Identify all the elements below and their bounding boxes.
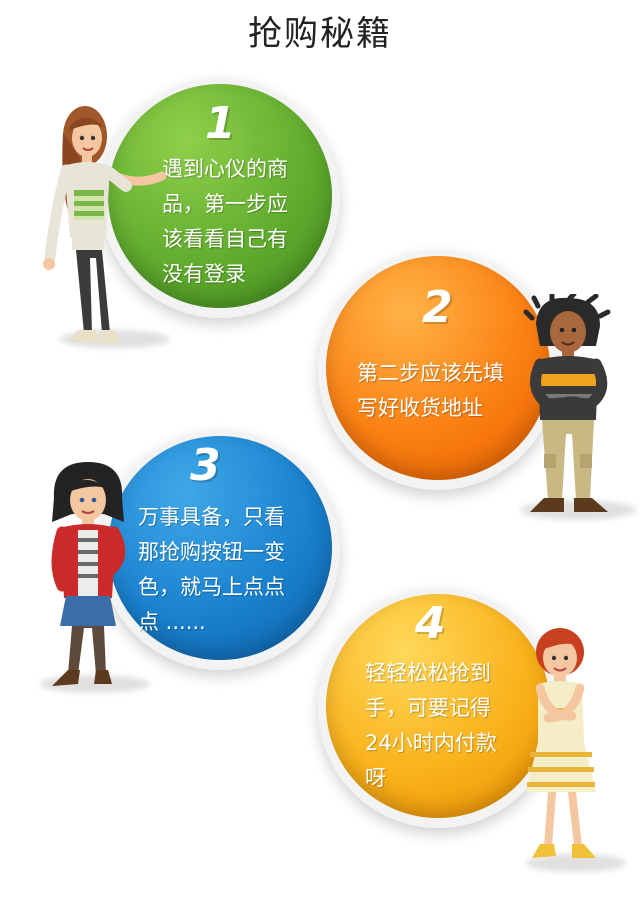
step-2-disc xyxy=(326,256,550,480)
step-2-line: 写好收货地址 xyxy=(357,396,483,420)
step-1-line: 遇到心仪的商 xyxy=(162,157,288,181)
step-3-number: 3 xyxy=(190,440,221,491)
step-4-line: 轻轻松松抢到 xyxy=(365,661,491,685)
step-4-line: 手，可要记得 xyxy=(365,696,491,720)
step-3-disc xyxy=(108,436,332,660)
step-4-line: 呀 xyxy=(365,766,386,790)
step-1-text: 遇到心仪的商 品，第一步应 该看看自己有 没有登录 xyxy=(162,152,288,292)
step-2-text: 第二步应该先填 写好收货地址 xyxy=(357,356,504,426)
step-3-text: 万事具备，只看 那抢购按钮一变 色，就马上点点 点 ...... xyxy=(138,500,285,640)
step-1-line: 该看看自己有 xyxy=(162,227,288,251)
step-4-text: 轻轻松松抢到 手，可要记得 24小时内付款 呀 xyxy=(365,656,497,796)
step-1-disc xyxy=(108,84,332,308)
step-3-line: 点 ...... xyxy=(138,610,206,634)
step-4-disc xyxy=(326,594,550,818)
step-2-line: 第二步应该先填 xyxy=(357,361,504,385)
cartoon-girl-3-illustration xyxy=(526,628,596,858)
step-2-number: 2 xyxy=(422,282,453,333)
page-title: 抢购秘籍 xyxy=(248,14,392,54)
step-1-number: 1 xyxy=(205,98,236,149)
step-1-line: 没有登录 xyxy=(162,262,246,286)
step-4-floor-shadow xyxy=(526,854,626,872)
cartoon-girl-2-illustration xyxy=(51,462,126,686)
step-3-line: 那抢购按钮一变 xyxy=(138,540,285,564)
step-4-line: 24小时内付款 xyxy=(365,731,497,755)
step-1-line: 品，第一步应 xyxy=(162,192,288,216)
step-3-line: 色，就马上点点 xyxy=(138,575,285,599)
cartoon-girl-1-illustration xyxy=(43,106,167,344)
step-4-number: 4 xyxy=(415,598,446,649)
cartoon-boy-illustration xyxy=(523,294,611,512)
step-3-line: 万事具备，只看 xyxy=(138,505,285,529)
